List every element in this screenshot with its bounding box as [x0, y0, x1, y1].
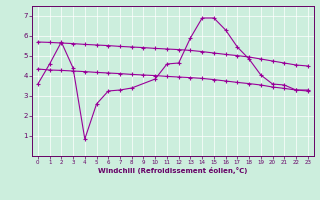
X-axis label: Windchill (Refroidissement éolien,°C): Windchill (Refroidissement éolien,°C)	[98, 167, 247, 174]
